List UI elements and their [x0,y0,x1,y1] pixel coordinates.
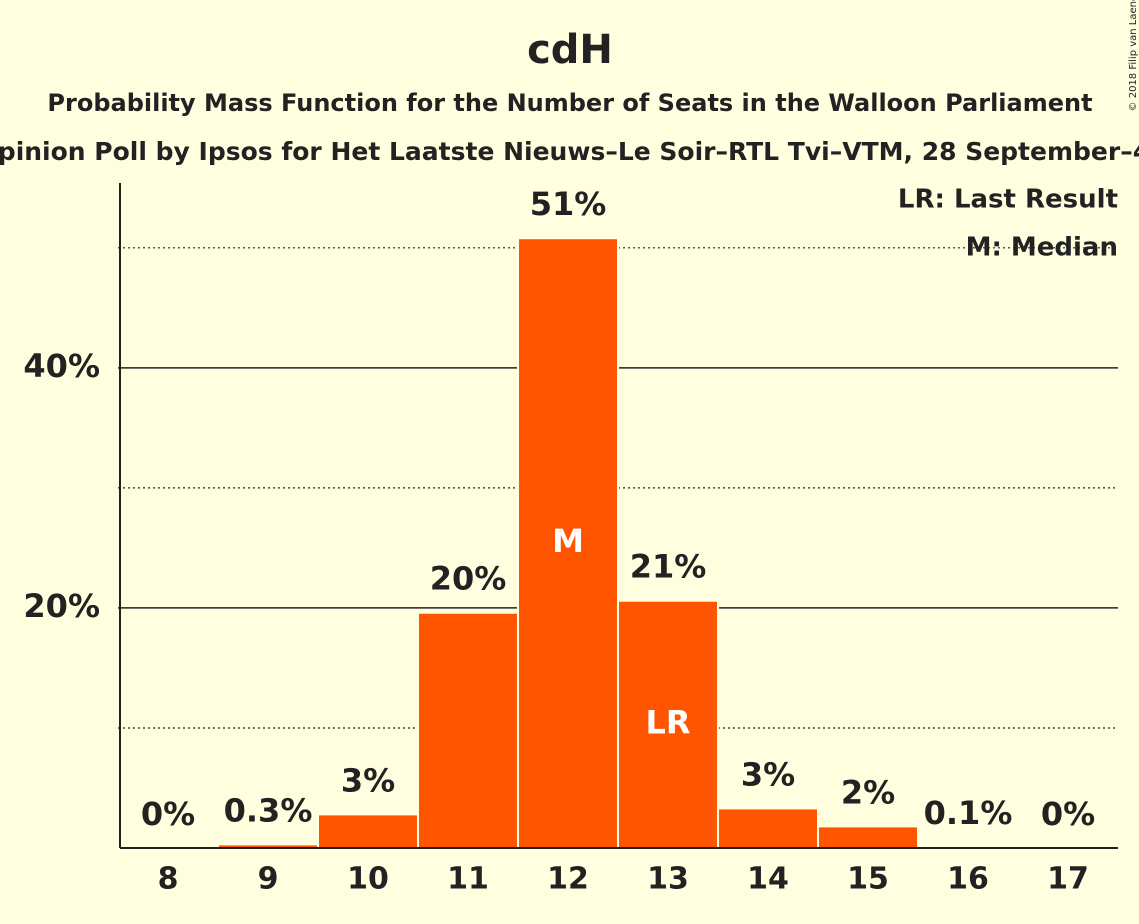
bar [817,825,919,849]
x-tick-label: 15 [847,862,889,897]
value-label: 51% [530,185,607,223]
chart-subtitle-2: an Opinion Poll by Ipsos for Het Laatste… [0,137,1139,166]
bar [617,599,719,850]
chart-title: cdH [527,27,613,73]
bar-marker: LR [645,703,690,741]
x-tick-label: 14 [747,862,789,897]
value-label: 0% [1041,795,1095,833]
x-tick-label: 13 [647,862,689,897]
value-label: 3% [341,761,395,799]
y-tick-label: 40% [23,347,100,385]
value-label: 0.1% [924,794,1013,832]
bar [717,807,819,849]
value-label: 2% [841,773,895,811]
value-label: 20% [430,560,507,598]
y-tick-label: 20% [23,587,100,625]
value-label: 0.3% [224,791,313,829]
x-tick-label: 11 [447,862,489,897]
x-tick-label: 16 [947,862,989,897]
copyright: © 2018 Filip van Laenen [1128,0,1139,111]
x-tick-label: 17 [1047,862,1089,897]
x-tick-label: 10 [347,862,389,897]
legend-entry: M: Median [966,233,1118,263]
bar [517,237,619,849]
chart-subtitle: Probability Mass Function for the Number… [47,89,1092,117]
bar-marker: M [552,522,584,560]
x-tick-label: 8 [158,862,179,897]
value-label: 3% [741,755,795,793]
bar [317,813,419,849]
value-label: 0% [141,795,195,833]
value-label: 21% [630,548,707,586]
x-tick-label: 9 [258,862,279,897]
legend-entry: LR: Last Result [898,185,1118,215]
x-tick-label: 12 [547,862,589,897]
bar [417,611,519,849]
